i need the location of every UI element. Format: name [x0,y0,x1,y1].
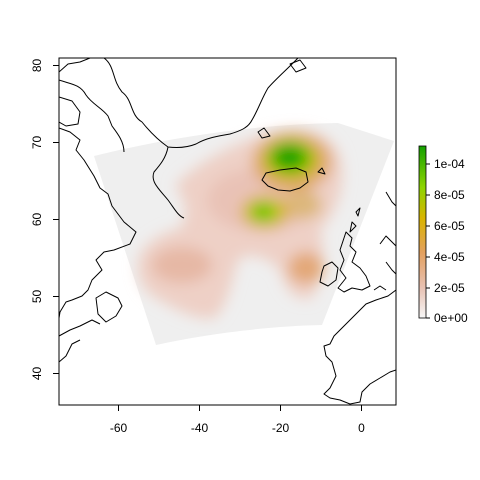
y-axis: 40 50 60 70 80 [30,59,59,381]
legend-tick-label: 2e-05 [434,281,465,295]
coast-north-america-east [59,319,101,363]
color-legend: 1e-04 8e-05 6e-05 4e-05 2e-05 0e+00 [418,145,468,325]
density-hotspot-north-core [275,147,303,167]
coast-ireland [319,261,339,287]
coast-faroes [317,167,326,175]
legend-tick-label: 4e-05 [434,250,465,264]
x-tick-label: 0 [358,421,365,435]
y-tick-label: 70 [30,136,44,150]
y-tick-label: 50 [30,290,44,304]
legend-tick-label: 8e-05 [434,188,465,202]
coast-greenland [103,58,299,219]
coast-newfoundland [95,291,123,323]
plot-region [59,58,396,405]
coast-iceland [261,167,309,192]
y-tick-label: 60 [30,213,44,227]
y-tick-label: 40 [30,367,44,381]
x-axis: -60 -40 -20 0 [110,405,365,435]
coast-shetland-orkney [349,207,361,233]
coast-denmark-baltic [373,261,396,291]
density-patch-faroe [282,191,322,219]
x-tick-label: -40 [191,421,209,435]
density-patch-west [152,247,212,283]
legend-tick-label: 6e-05 [434,219,465,233]
coast-scotland-uk [337,231,371,293]
density-patch-south [288,252,324,284]
coastlines [59,58,396,405]
density-hotspot-southwest-core [254,206,272,218]
plot-frame [58,57,397,406]
density-field [137,129,343,319]
x-tick-label: -60 [110,421,128,435]
legend-color-bar [418,145,427,319]
coast-labrador [59,127,137,319]
coast-svalbard-jan-mayen [257,59,307,139]
legend-tick-label: 0e+00 [434,311,468,325]
coast-canadian-arctic [59,58,125,153]
y-tick-label: 80 [30,59,44,73]
coast-western-europe [323,289,396,405]
x-tick-label: -20 [272,421,290,435]
legend-tick-label: 1e-04 [434,157,465,171]
coast-scandinavia [379,191,396,247]
